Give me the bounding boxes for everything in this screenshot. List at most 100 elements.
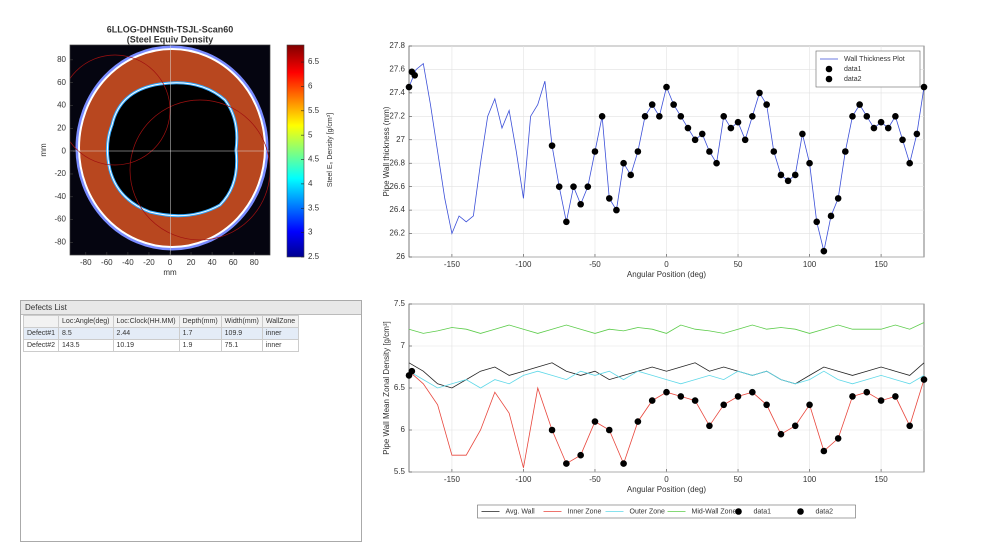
- data-point: [634, 418, 642, 425]
- x-tick-label: -100: [515, 260, 532, 269]
- legend-box: [477, 504, 856, 519]
- legend-label: Inner Zone: [568, 508, 602, 515]
- legend-label: data1: [844, 66, 862, 73]
- data-point: [691, 397, 699, 404]
- data-point: [892, 113, 899, 120]
- data-point: [591, 418, 599, 425]
- colorbar-tick-label: 5: [308, 130, 313, 139]
- x-tick-label: 60: [229, 258, 238, 267]
- data-point: [727, 124, 735, 132]
- data-point: [863, 113, 871, 120]
- table-cell: 10.19: [112, 339, 180, 352]
- data-point: [627, 171, 635, 179]
- x-tick-label: -150: [444, 260, 461, 269]
- data-point: [734, 118, 742, 126]
- x-tick-label: -150: [444, 475, 461, 484]
- data-point: [741, 136, 749, 144]
- x-tick-label: -80: [80, 258, 92, 267]
- data-point: [806, 401, 813, 409]
- data-point: [913, 130, 921, 138]
- x-tick-label: 100: [803, 260, 817, 269]
- column-header: WallZone: [261, 315, 300, 328]
- colorbar-tick-label: 3.5: [308, 203, 320, 212]
- data-point: [870, 124, 878, 132]
- data-point: [548, 426, 556, 434]
- data-point: [777, 171, 785, 179]
- data-point: [777, 430, 785, 438]
- data-point: [906, 159, 913, 167]
- data-point: [784, 177, 792, 185]
- data-point: [706, 422, 713, 430]
- x-axis-label: Angular Position (deg): [627, 270, 706, 279]
- data-point: [405, 83, 413, 91]
- data-point: [591, 148, 599, 155]
- legend-label: Wall Thickness Plot: [844, 56, 905, 63]
- y-tick-label: 0: [62, 146, 67, 155]
- x-tick-label: 100: [803, 475, 817, 484]
- y-tick-label: 26.6: [389, 182, 405, 191]
- table-cell: 143.5: [58, 339, 114, 352]
- data-point: [820, 447, 828, 455]
- data-point: [656, 113, 663, 120]
- colorbar-tick-label: 6: [308, 82, 313, 91]
- data-point: [849, 393, 856, 400]
- data-point: [806, 159, 813, 167]
- data-point: [691, 136, 699, 144]
- defects-title: Defects List: [21, 301, 361, 315]
- y-tick-label: 26.2: [389, 229, 405, 238]
- table-cell: 109.9: [220, 327, 263, 340]
- x-tick-label: 40: [208, 258, 217, 267]
- data-point: [877, 397, 885, 404]
- data-point: [555, 183, 563, 190]
- x-tick-label: -50: [589, 260, 601, 269]
- data-point: [663, 388, 670, 396]
- x-tick-label: 0: [664, 475, 669, 484]
- data-point: [920, 83, 928, 91]
- data-point: [620, 460, 627, 467]
- y-tick-label: 6.5: [394, 383, 406, 392]
- column-header: Width(mm): [220, 315, 263, 328]
- x-tick-label: 0: [664, 260, 669, 269]
- legend-label: data2: [816, 508, 834, 515]
- colorbar-tick-label: 3: [308, 228, 313, 237]
- table-cell: 1.7: [178, 327, 222, 340]
- data-point: [920, 376, 928, 383]
- y-tick-label: 26.4: [389, 205, 405, 214]
- colorbar-tick-label: 4.5: [308, 155, 320, 164]
- heatmap-title: 6LLOG-DHNSth-TSJL-Scan60: [107, 24, 234, 34]
- column-header: Loc:Clock(HH.MM): [112, 315, 180, 328]
- y-tick-label: -60: [54, 215, 66, 224]
- data-point: [605, 426, 613, 434]
- data-point: [849, 113, 856, 120]
- data-point: [641, 113, 649, 120]
- x-tick-label: -50: [589, 475, 601, 484]
- data-point: [856, 101, 863, 108]
- y-tick-label: 80: [57, 55, 66, 64]
- table-cell: 2.44: [112, 327, 180, 340]
- column-header: Loc:Angle(deg): [58, 315, 114, 328]
- data-point: [563, 460, 570, 467]
- x-tick-label: 50: [734, 475, 743, 484]
- data-point: [763, 401, 770, 409]
- legend-label: data1: [754, 508, 772, 515]
- data-point: [834, 195, 842, 202]
- y-tick-label: 7: [401, 341, 406, 350]
- y-tick-label: 27.6: [389, 65, 405, 74]
- x-tick-label: -60: [101, 258, 113, 267]
- y-tick-label: 27.2: [389, 111, 405, 120]
- y-tick-label: -20: [54, 169, 66, 178]
- data-point: [548, 142, 556, 149]
- legend-box: [815, 50, 921, 88]
- x-tick-label: 150: [874, 475, 888, 484]
- y-tick-label: 27.8: [389, 41, 405, 50]
- data-point: [670, 101, 677, 108]
- table-cell: 75.1: [220, 339, 263, 352]
- x-tick-label: 80: [250, 258, 259, 267]
- defects-table: Loc:Angle(deg) Loc:Clock(HH.MM) Depth(mm) W…: [22, 315, 300, 352]
- colorbar-label: Steel E₀ Density [g/cm³]: [327, 113, 334, 187]
- x-tick-label: 20: [187, 258, 196, 267]
- x-tick-label: -40: [122, 258, 134, 267]
- data-point: [863, 388, 871, 396]
- data-point: [570, 183, 577, 190]
- data-point: [791, 422, 799, 430]
